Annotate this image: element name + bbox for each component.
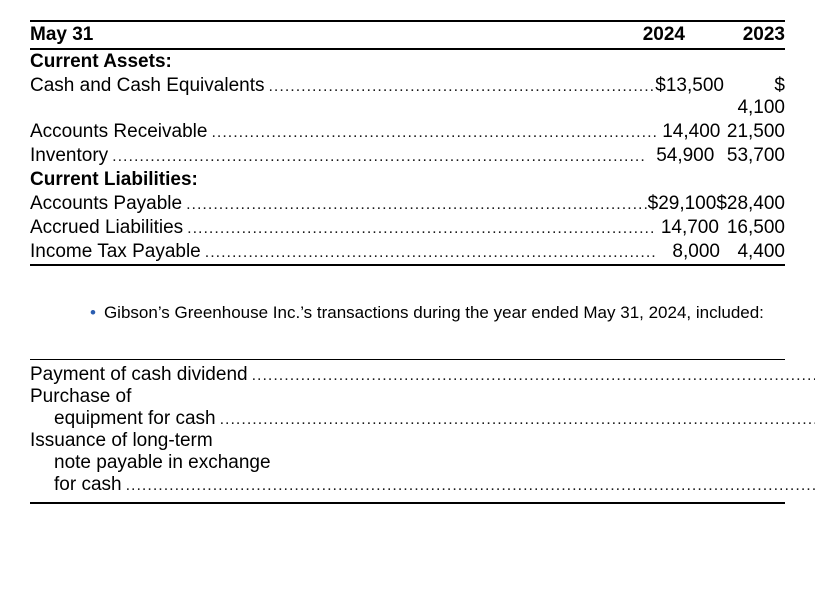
leader-dots: ........................................… xyxy=(207,124,655,142)
row-val-2023: $28,400 xyxy=(716,193,785,215)
leader-dots: ........................................… xyxy=(264,78,655,96)
row-label: Income Tax Payable xyxy=(30,241,201,263)
balance-header-row: May 31 2024 2023 xyxy=(30,20,785,50)
row-val-2024: 14,400 xyxy=(656,121,721,143)
row-label: Purchase of xyxy=(30,386,131,408)
row-purchase-equip-1: Purchase of xyxy=(30,386,815,408)
row-label: equipment for cash xyxy=(54,408,216,430)
row-ar: Accounts Receivable.....................… xyxy=(30,120,785,144)
row-val-2023: $ 4,100 xyxy=(724,75,785,119)
row-purchase-equip-2: equipment for cash......................… xyxy=(30,408,815,430)
row-val-2024: 54,900 xyxy=(644,145,715,167)
row-val-2024: 8,000 xyxy=(655,241,720,263)
row-issuance-note-2: note payable in exchange xyxy=(30,452,815,474)
section-current-liabilities: Current Liabilities: xyxy=(30,168,785,192)
leader-dots: ........................................… xyxy=(216,411,815,429)
section-current-assets: Current Assets: xyxy=(30,50,785,74)
row-dividend: Payment of cash dividend................… xyxy=(30,364,815,386)
row-val-2023: 4,400 xyxy=(720,241,785,263)
row-accrued: Accrued Liabilities.....................… xyxy=(30,216,785,240)
row-label: Issuance of long-term xyxy=(30,430,213,452)
row-cash: Cash and Cash Equivalents...............… xyxy=(30,74,785,120)
leader-dots: ........................................… xyxy=(183,220,653,238)
row-label: Accrued Liabilities xyxy=(30,217,183,239)
header-year-2023: 2023 xyxy=(685,24,785,46)
row-val-2023: 53,700 xyxy=(714,145,785,167)
row-val-2024: $29,100 xyxy=(648,193,717,215)
transactions-note: •Gibson’s Greenhouse Inc.’s transactions… xyxy=(90,294,785,331)
row-income-tax: Income Tax Payable......................… xyxy=(30,240,785,266)
row-val-2023: 16,500 xyxy=(719,217,785,239)
row-inventory: Inventory...............................… xyxy=(30,144,785,168)
header-title: May 31 xyxy=(30,24,585,46)
leader-dots: ........................................… xyxy=(201,244,655,262)
row-ap: Accounts Payable........................… xyxy=(30,192,785,216)
row-label: Accounts Receivable xyxy=(30,121,207,143)
header-year-2024: 2024 xyxy=(585,24,685,46)
row-val-2024: 14,700 xyxy=(653,217,719,239)
row-val-2024: $13,500 xyxy=(655,75,724,97)
transactions-left-col: Payment of cash dividend................… xyxy=(30,364,815,496)
section-title: Current Liabilities: xyxy=(30,169,585,191)
row-val-2023: 21,500 xyxy=(720,121,785,143)
row-label: Accounts Payable xyxy=(30,193,182,215)
row-label: Inventory xyxy=(30,145,108,167)
row-label: Payment of cash dividend xyxy=(30,364,248,386)
leader-dots: ........................................… xyxy=(248,367,815,385)
row-issuance-note-3: for cash................................… xyxy=(30,474,815,496)
row-label: for cash xyxy=(54,474,122,496)
leader-dots: ........................................… xyxy=(182,196,648,214)
leader-dots: ........................................… xyxy=(108,148,644,166)
row-label: Cash and Cash Equivalents xyxy=(30,75,264,97)
note-text: Gibson’s Greenhouse Inc.’s transactions … xyxy=(104,303,764,322)
leader-dots: ........................................… xyxy=(122,477,815,495)
transactions-table: Payment of cash dividend................… xyxy=(30,359,785,504)
section-title: Current Assets: xyxy=(30,51,585,73)
row-label: note payable in exchange xyxy=(54,452,271,474)
row-issuance-note-1: Issuance of long-term xyxy=(30,430,815,452)
bullet-icon: • xyxy=(90,303,104,322)
